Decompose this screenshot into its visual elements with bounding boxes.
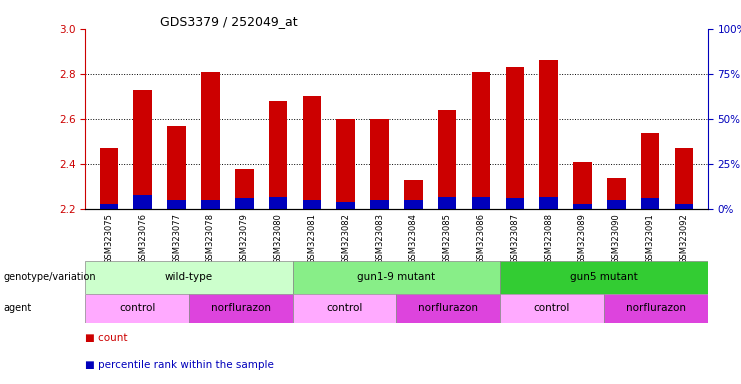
Bar <box>133 90 152 209</box>
Text: GSM323084: GSM323084 <box>409 214 418 264</box>
Text: gun5 mutant: gun5 mutant <box>570 272 638 283</box>
Bar <box>269 101 288 209</box>
Text: control: control <box>119 303 156 313</box>
Text: genotype/variation: genotype/variation <box>4 272 96 283</box>
Bar <box>336 202 355 209</box>
Bar <box>607 178 625 209</box>
Bar <box>505 199 524 209</box>
Bar <box>674 148 694 209</box>
Text: norflurazon: norflurazon <box>626 303 685 313</box>
Text: GSM323085: GSM323085 <box>442 214 452 264</box>
Bar <box>167 200 186 209</box>
Bar <box>99 148 119 209</box>
Text: agent: agent <box>4 303 32 313</box>
Text: norflurazon: norflurazon <box>419 303 478 313</box>
Bar <box>438 110 456 209</box>
Bar <box>201 72 219 209</box>
Bar <box>293 294 396 323</box>
Text: ■ percentile rank within the sample: ■ percentile rank within the sample <box>85 360 274 370</box>
Bar <box>370 119 389 209</box>
Text: gun1-9 mutant: gun1-9 mutant <box>357 272 436 283</box>
Bar <box>505 67 524 209</box>
Text: GSM323075: GSM323075 <box>104 214 113 264</box>
Bar <box>472 72 491 209</box>
Text: GSM323087: GSM323087 <box>511 214 519 265</box>
Text: GSM323076: GSM323076 <box>139 214 147 265</box>
Bar <box>438 197 456 209</box>
Bar <box>472 197 491 209</box>
Bar <box>404 200 422 209</box>
Text: norflurazon: norflurazon <box>211 303 270 313</box>
Bar <box>539 197 558 209</box>
Bar <box>674 204 694 209</box>
Bar <box>293 261 500 294</box>
Bar <box>574 204 592 209</box>
Text: GSM323086: GSM323086 <box>476 214 485 265</box>
Text: GSM323091: GSM323091 <box>645 214 654 264</box>
Bar <box>539 60 558 209</box>
Text: GSM323090: GSM323090 <box>612 214 621 264</box>
Text: GSM323082: GSM323082 <box>341 214 350 264</box>
Bar <box>133 195 152 209</box>
Bar <box>604 294 708 323</box>
Text: GSM323079: GSM323079 <box>239 214 249 264</box>
Bar <box>302 200 321 209</box>
Text: GSM323089: GSM323089 <box>578 214 587 264</box>
Bar <box>336 119 355 209</box>
Bar <box>404 180 422 209</box>
Bar <box>189 294 293 323</box>
Bar <box>269 197 288 209</box>
Text: GSM323088: GSM323088 <box>544 214 554 265</box>
Bar <box>85 261 293 294</box>
Bar <box>99 204 119 209</box>
Text: wild-type: wild-type <box>165 272 213 283</box>
Bar <box>396 294 500 323</box>
Bar <box>641 132 659 209</box>
Bar <box>201 200 219 209</box>
Text: ■ count: ■ count <box>85 333 127 343</box>
Bar <box>235 199 253 209</box>
Text: GSM323081: GSM323081 <box>308 214 316 264</box>
Text: GSM323092: GSM323092 <box>679 214 688 264</box>
Text: GSM323080: GSM323080 <box>273 214 282 264</box>
Bar <box>574 162 592 209</box>
Bar <box>500 261 708 294</box>
Bar <box>607 200 625 209</box>
Text: GSM323083: GSM323083 <box>375 214 384 265</box>
Bar <box>85 294 189 323</box>
Bar <box>370 200 389 209</box>
Text: control: control <box>534 303 571 313</box>
Text: control: control <box>326 303 363 313</box>
Text: GSM323078: GSM323078 <box>206 214 215 265</box>
Bar <box>167 126 186 209</box>
Bar <box>641 199 659 209</box>
Bar <box>235 169 253 209</box>
Bar <box>500 294 604 323</box>
Text: GSM323077: GSM323077 <box>172 214 181 265</box>
Bar <box>302 96 321 209</box>
Text: GDS3379 / 252049_at: GDS3379 / 252049_at <box>160 15 298 28</box>
